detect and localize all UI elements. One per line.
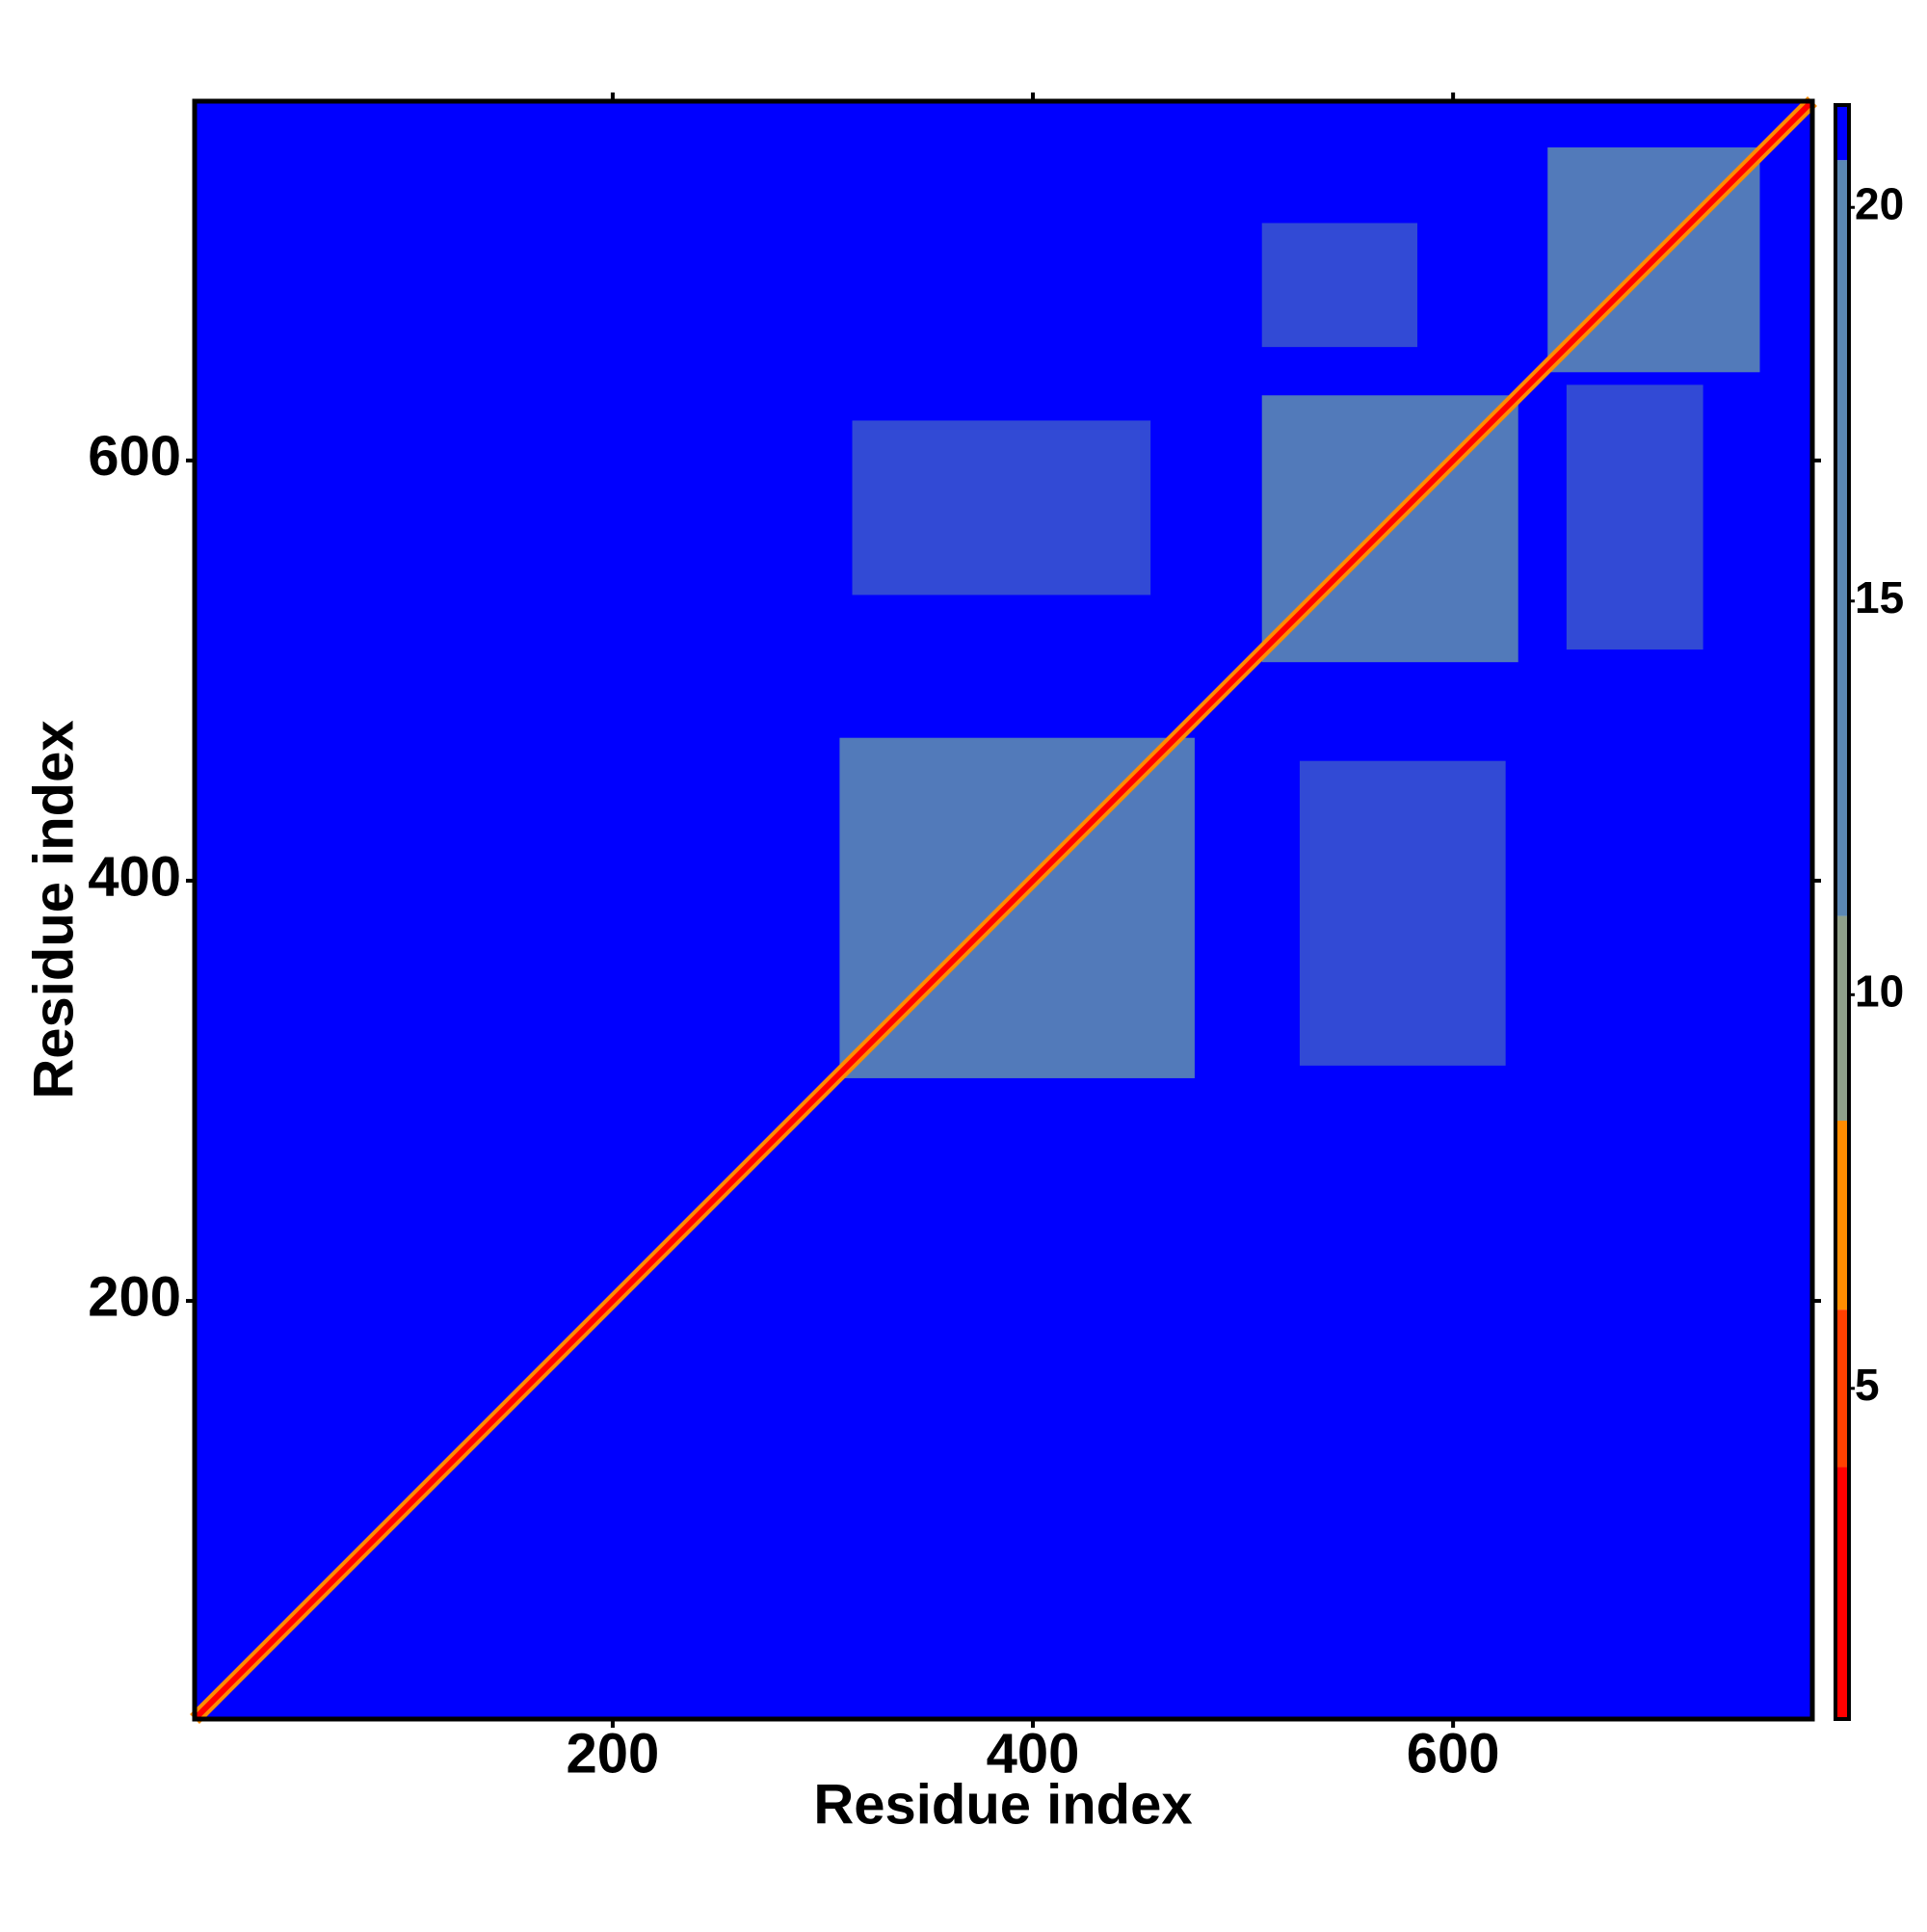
colorbar-bin [1835,1467,1849,1719]
plot-border [192,98,1815,1722]
y-tick-label: 400 [88,845,181,908]
colorbar-bin [1835,915,1849,1122]
colorbar-tick-label: 15 [1855,572,1904,622]
x-tick-label: 400 [987,1722,1080,1785]
colorbar-bin [1835,1121,1849,1310]
x-axis-title: Residue index [813,1773,1192,1836]
colorbar-tick-label: 10 [1855,966,1904,1016]
x-tick-label: 200 [567,1722,660,1785]
colorbar-tick-label: 20 [1855,178,1904,228]
y-tick-label: 600 [88,425,181,488]
colorbar-tick-label: 5 [1855,1360,1880,1410]
y-tick-label: 200 [88,1265,181,1328]
colorbar-bin [1835,105,1849,161]
colorbar-bin [1835,1310,1849,1468]
heatmap-region [1566,384,1703,650]
heatmap-region [1299,760,1506,1066]
heatmap-region [852,420,1151,595]
colorbar-border [1834,103,1851,1721]
heatmap-region [1261,223,1418,348]
diagonal [192,98,1815,1722]
y-axis-title: Residue index [22,720,85,1098]
x-tick-label: 600 [1407,1722,1500,1785]
colorbar-bin [1835,160,1849,916]
